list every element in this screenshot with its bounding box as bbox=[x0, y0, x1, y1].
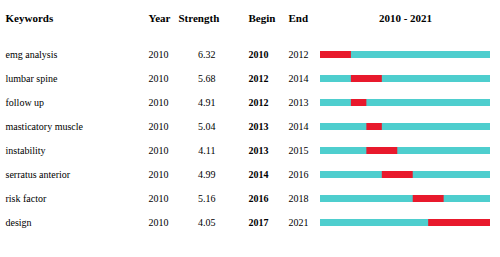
svg-text:6.32: 6.32 bbox=[198, 49, 216, 60]
svg-text:2010: 2010 bbox=[149, 73, 169, 84]
svg-text:4.91: 4.91 bbox=[198, 97, 216, 108]
svg-text:risk factor: risk factor bbox=[6, 193, 47, 204]
svg-text:2010: 2010 bbox=[149, 97, 169, 108]
svg-text:2016: 2016 bbox=[289, 169, 309, 180]
svg-text:Year: Year bbox=[149, 12, 171, 24]
svg-text:2014: 2014 bbox=[289, 73, 309, 84]
svg-text:Strength: Strength bbox=[179, 12, 220, 24]
svg-text:End: End bbox=[289, 12, 309, 24]
svg-text:2010 - 2021: 2010 - 2021 bbox=[379, 12, 432, 24]
svg-text:2013: 2013 bbox=[289, 97, 309, 108]
svg-text:lumbar spine: lumbar spine bbox=[6, 73, 58, 84]
svg-text:4.11: 4.11 bbox=[198, 145, 215, 156]
svg-text:2016: 2016 bbox=[249, 193, 269, 204]
svg-text:design: design bbox=[6, 217, 32, 228]
svg-text:2012: 2012 bbox=[249, 97, 269, 108]
svg-text:2015: 2015 bbox=[289, 145, 309, 156]
svg-text:2013: 2013 bbox=[249, 145, 269, 156]
svg-text:masticatory muscle: masticatory muscle bbox=[6, 121, 84, 132]
svg-text:4.05: 4.05 bbox=[198, 217, 216, 228]
svg-text:Begin: Begin bbox=[249, 12, 276, 24]
svg-text:2010: 2010 bbox=[149, 169, 169, 180]
svg-text:2021: 2021 bbox=[289, 217, 309, 228]
svg-text:2010: 2010 bbox=[249, 49, 269, 60]
svg-text:2014: 2014 bbox=[289, 121, 309, 132]
svg-text:2010: 2010 bbox=[149, 49, 169, 60]
svg-text:2012: 2012 bbox=[249, 73, 269, 84]
svg-text:2014: 2014 bbox=[249, 169, 269, 180]
svg-text:Keywords: Keywords bbox=[6, 12, 54, 24]
svg-text:5.16: 5.16 bbox=[198, 193, 216, 204]
svg-text:2013: 2013 bbox=[249, 121, 269, 132]
svg-text:5.68: 5.68 bbox=[198, 73, 216, 84]
svg-text:2018: 2018 bbox=[289, 193, 309, 204]
svg-text:2010: 2010 bbox=[149, 193, 169, 204]
svg-text:emg analysis: emg analysis bbox=[6, 49, 58, 60]
svg-text:2010: 2010 bbox=[149, 121, 169, 132]
svg-text:2012: 2012 bbox=[289, 49, 309, 60]
svg-text:2010: 2010 bbox=[149, 217, 169, 228]
svg-text:5.04: 5.04 bbox=[198, 121, 216, 132]
svg-text:serratus anterior: serratus anterior bbox=[6, 169, 71, 180]
svg-text:follow up: follow up bbox=[6, 97, 45, 108]
svg-text:4.99: 4.99 bbox=[198, 169, 216, 180]
svg-text:2010: 2010 bbox=[149, 145, 169, 156]
svg-text:2017: 2017 bbox=[249, 217, 269, 228]
svg-text:instability: instability bbox=[6, 145, 46, 156]
